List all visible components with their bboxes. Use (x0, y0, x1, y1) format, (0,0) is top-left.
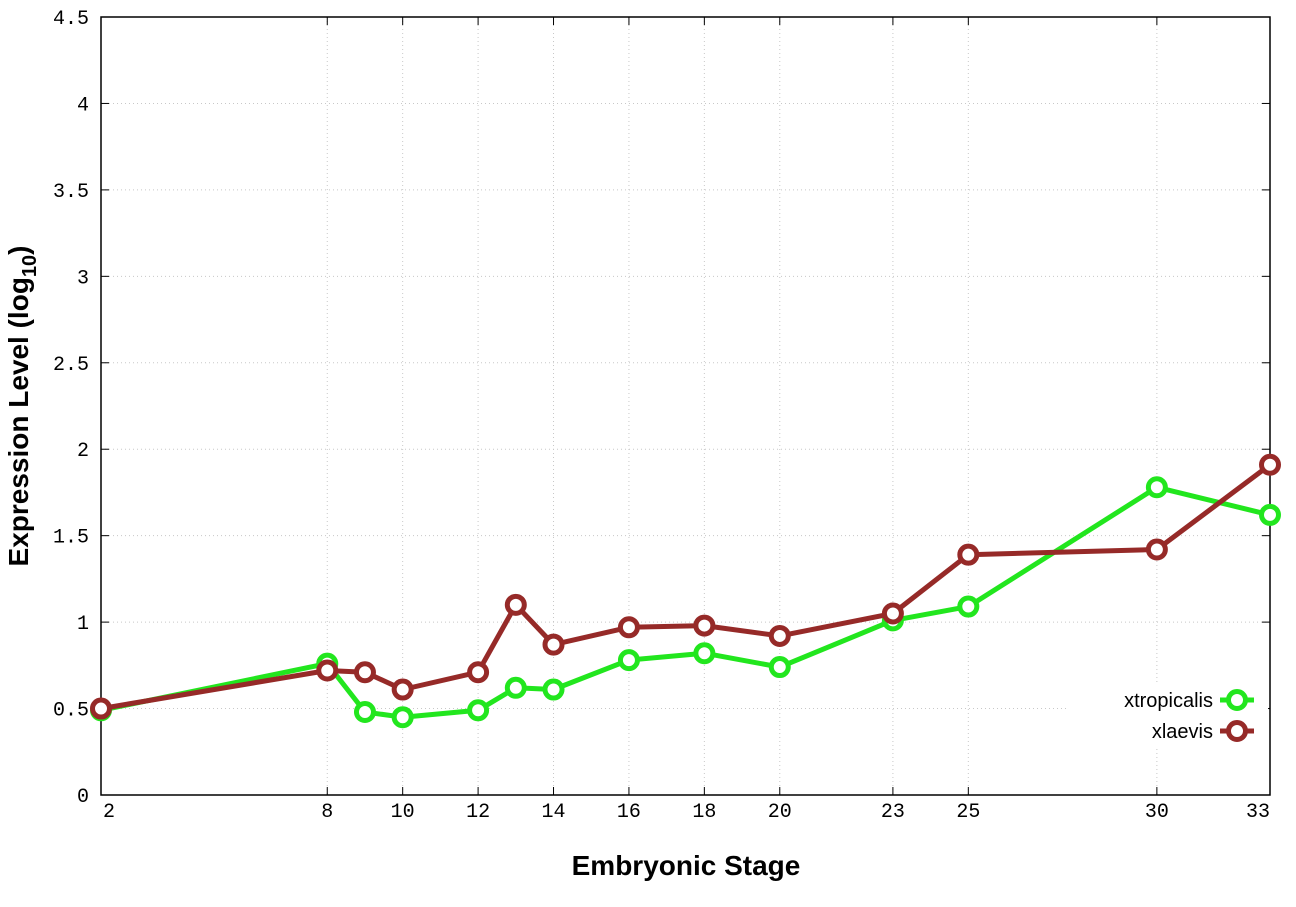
y-tick-label: 1.5 (53, 527, 89, 550)
data-point-xlaevis (1259, 453, 1281, 476)
data-point-xlaevis (391, 678, 414, 701)
x-tick-label: 2 (103, 801, 115, 824)
data-point-xlaevis (467, 661, 490, 684)
x-tick-label: 8 (321, 801, 333, 824)
x-tick-label: 25 (956, 801, 980, 824)
x-tick-label: 18 (692, 801, 716, 824)
x-tick-label: 12 (466, 801, 490, 824)
x-tick-label: 30 (1145, 801, 1169, 824)
y-axis-title-subscript: 10 (19, 255, 41, 277)
x-tick-label: 16 (617, 801, 641, 824)
series-line-xtropicalis (100, 484, 1271, 720)
data-point-xlaevis (353, 661, 376, 684)
data-point-xlaevis (617, 616, 640, 639)
legend-marker-xlaevis (1226, 720, 1248, 742)
data-point-xlaevis (90, 697, 112, 720)
data-point-xtropicalis (768, 656, 791, 679)
data-point-xtropicalis (1145, 476, 1168, 499)
data-point-xtropicalis (957, 595, 980, 618)
data-point-xlaevis (957, 543, 980, 566)
y-tick-label: 2.5 (53, 354, 89, 377)
data-point-xtropicalis (353, 701, 376, 724)
data-point-xlaevis (542, 633, 565, 656)
legend: xtropicalis xlaevis (1068, 684, 1268, 748)
axis-ticks: 0 0.5 1 1.5 2 2.5 3 3.5 4 4.5 2 8 10 12 14 16 18 20 23 25 30… (53, 8, 1271, 824)
data-point-xtropicalis (391, 706, 414, 729)
plot-frame (100, 16, 1271, 796)
y-tick-label: 1 (77, 613, 89, 636)
legend-label-xtropicalis: xtropicalis (1124, 690, 1213, 712)
data-point-xlaevis (504, 593, 527, 616)
y-tick-label: 3.5 (53, 181, 89, 204)
data-point-xlaevis (316, 659, 339, 682)
series-lines (90, 453, 1281, 729)
y-tick-label: 0 (77, 786, 89, 809)
data-point-xtropicalis (693, 642, 716, 665)
y-axis-title: Expression Level (log10) (3, 246, 41, 567)
y-tick-label: 3 (77, 267, 89, 290)
x-tick-label: 20 (768, 801, 792, 824)
data-point-xtropicalis (1259, 503, 1281, 526)
data-point-xlaevis (881, 602, 904, 625)
series-xlaevis (90, 453, 1281, 720)
data-point-xtropicalis (617, 649, 640, 672)
y-tick-label: 2 (77, 440, 89, 463)
data-point-xlaevis (693, 614, 716, 637)
y-tick-label: 4.5 (53, 8, 89, 31)
data-point-xtropicalis (467, 699, 490, 722)
data-point-xtropicalis (504, 676, 527, 699)
data-point-xtropicalis (542, 678, 565, 701)
x-tick-label: 23 (881, 801, 905, 824)
data-point-xlaevis (768, 624, 791, 647)
legend-label-xlaevis: xlaevis (1152, 721, 1213, 743)
x-tick-label: 10 (391, 801, 415, 824)
x-axis-title: Embryonic Stage (572, 850, 801, 881)
y-tick-label: 0.5 (53, 700, 89, 723)
y-tick-label: 4 (77, 94, 89, 117)
x-tick-label: 14 (542, 801, 566, 824)
x-tick-label: 33 (1246, 801, 1270, 824)
data-point-xlaevis (1145, 538, 1168, 561)
legend-marker-xtropicalis (1226, 689, 1248, 711)
